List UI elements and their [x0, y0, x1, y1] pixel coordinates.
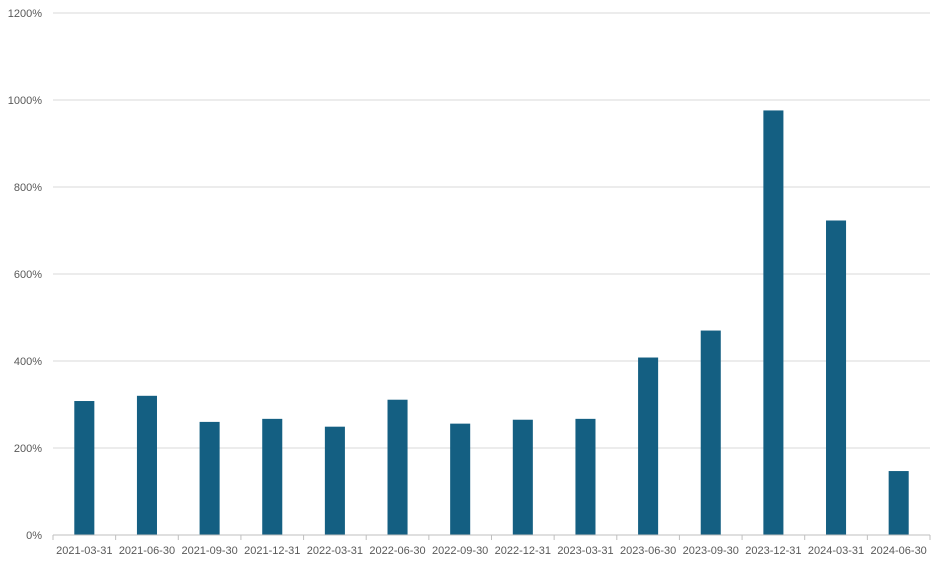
bar [826, 220, 847, 535]
x-axis [52, 534, 931, 540]
bar [638, 357, 659, 535]
bar [763, 110, 784, 535]
y-tick-label: 600% [14, 269, 42, 281]
bars [74, 110, 909, 535]
x-axis-tick-labels: 2021-03-31 2021-06-30 2021-09-30 2021-12-31… [56, 545, 927, 557]
x-tick-label: 2024-06-30 [871, 545, 927, 557]
x-tick-label: 2022-09-30 [432, 545, 488, 557]
bar [575, 418, 596, 535]
y-tick-label: 200% [14, 443, 42, 455]
x-tick-label: 2022-06-30 [369, 545, 425, 557]
bar [199, 421, 220, 535]
bar [700, 330, 721, 535]
bar [888, 471, 909, 535]
x-tick-label: 2024-03-31 [808, 545, 864, 557]
bar [74, 401, 95, 535]
x-tick-label: 2021-06-30 [119, 545, 175, 557]
y-tick-label: 1200% [8, 8, 42, 20]
y-tick-label: 800% [14, 182, 42, 194]
bar [387, 399, 408, 535]
x-tick-label: 2023-03-31 [557, 545, 613, 557]
x-tick-label: 2023-06-30 [620, 545, 676, 557]
x-tick-label: 2021-12-31 [244, 545, 300, 557]
bar [262, 418, 283, 535]
x-tick-label: 2023-12-31 [745, 545, 801, 557]
bar [136, 395, 157, 535]
bar [324, 426, 345, 535]
x-tick-label: 2023-09-30 [683, 545, 739, 557]
x-tick-label: 2022-12-31 [495, 545, 551, 557]
gridlines [53, 12, 930, 449]
y-axis-tick-labels: 0% 200% 400% 600% 800% 1000% 1200% [8, 8, 42, 542]
x-tick-label: 2022-03-31 [307, 545, 363, 557]
bar [450, 423, 471, 535]
y-tick-label: 1000% [8, 95, 42, 107]
x-tick-label: 2021-03-31 [56, 545, 112, 557]
x-tick-label: 2021-09-30 [181, 545, 237, 557]
bar [512, 419, 533, 535]
y-tick-label: 0% [26, 530, 42, 542]
y-tick-label: 400% [14, 356, 42, 368]
